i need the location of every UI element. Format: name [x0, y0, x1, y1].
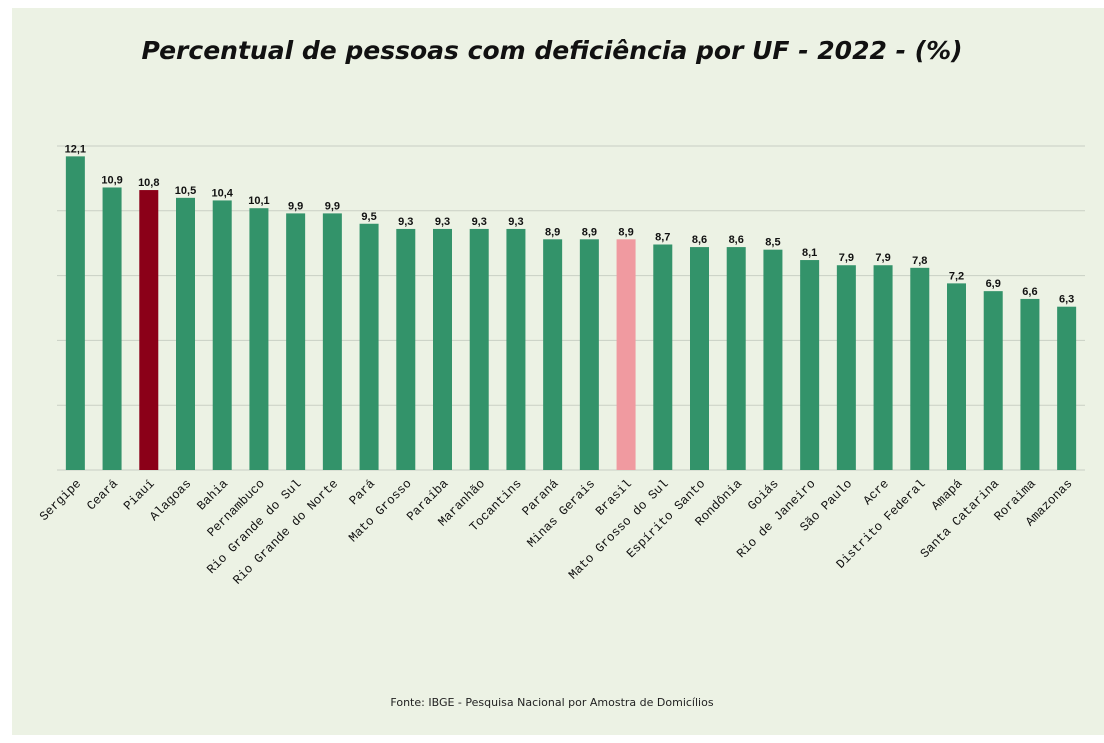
chart-title: Percentual de pessoas com deficiência po… — [141, 36, 963, 65]
bar-2 — [139, 190, 159, 470]
bars — [65, 156, 1077, 471]
value-label-16: 8,7 — [655, 231, 670, 243]
bar-19 — [763, 249, 783, 470]
value-label-2: 10,8 — [138, 177, 159, 189]
bar-18 — [726, 247, 746, 470]
bar-8 — [359, 223, 379, 470]
category-label-14: Minas Gerais — [525, 477, 599, 551]
bar-21 — [836, 265, 856, 470]
category-label-8: Pará — [347, 477, 378, 508]
bar-16 — [653, 244, 673, 470]
value-label-25: 6,9 — [986, 278, 1001, 290]
category-label-1: Ceará — [84, 477, 121, 514]
bar-3 — [176, 197, 195, 470]
bar-13 — [543, 239, 563, 470]
value-label-3: 10,5 — [175, 185, 196, 197]
value-label-6: 9,9 — [288, 200, 303, 212]
value-label-26: 6,6 — [1022, 286, 1037, 298]
value-label-9: 9,3 — [398, 216, 413, 228]
value-label-4: 10,4 — [212, 187, 234, 199]
bar-23 — [910, 267, 930, 470]
value-label-10: 9,3 — [435, 216, 450, 228]
bar-14 — [579, 239, 599, 470]
bar-10 — [433, 228, 452, 470]
value-label-12: 9,3 — [508, 216, 523, 228]
category-label-22: Acre — [861, 477, 892, 508]
bar-27 — [1057, 306, 1077, 470]
bar-15 — [616, 239, 636, 470]
value-label-11: 9,3 — [472, 216, 487, 228]
bar-11 — [469, 228, 489, 470]
value-label-5: 10,1 — [248, 195, 269, 207]
value-label-19: 8,5 — [765, 237, 780, 249]
bar-17 — [690, 247, 709, 470]
bar-20 — [800, 260, 820, 470]
bar-12 — [506, 228, 526, 470]
bar-24 — [947, 283, 966, 470]
value-label-15: 8,9 — [618, 226, 633, 238]
category-label-0: Sergipe — [37, 477, 84, 524]
value-label-8: 9,5 — [361, 211, 376, 223]
value-label-18: 8,6 — [729, 234, 744, 246]
bar-9 — [396, 228, 416, 470]
value-labels: 12,1 10,9 10,8 10,5 10,4 10,1 9,9 9,9 9,5 9,3 9,3 9… — [65, 143, 1075, 305]
value-label-27: 6,3 — [1059, 294, 1074, 306]
value-label-7: 9,9 — [325, 200, 340, 212]
value-label-17: 8,6 — [692, 234, 707, 246]
value-label-14: 8,9 — [582, 226, 597, 238]
value-label-1: 10,9 — [101, 174, 122, 186]
source-note: Fonte: IBGE - Pesquisa Nacional por Amos… — [390, 696, 714, 709]
bar-26 — [1020, 298, 1040, 470]
bar-6 — [286, 213, 306, 470]
bar-7 — [322, 213, 342, 470]
bar-25 — [983, 291, 1003, 470]
bar-0 — [65, 156, 85, 471]
value-label-23: 7,8 — [912, 255, 927, 267]
bar-22 — [873, 265, 893, 470]
bar-1 — [102, 187, 122, 471]
value-label-20: 8,1 — [802, 247, 817, 259]
value-label-0: 12,1 — [65, 143, 86, 155]
value-label-13: 8,9 — [545, 226, 560, 238]
bar-5 — [249, 208, 269, 470]
bar-4 — [212, 200, 232, 470]
value-label-21: 7,9 — [839, 252, 854, 264]
value-label-22: 7,9 — [875, 252, 890, 264]
value-label-24: 7,2 — [949, 270, 964, 282]
